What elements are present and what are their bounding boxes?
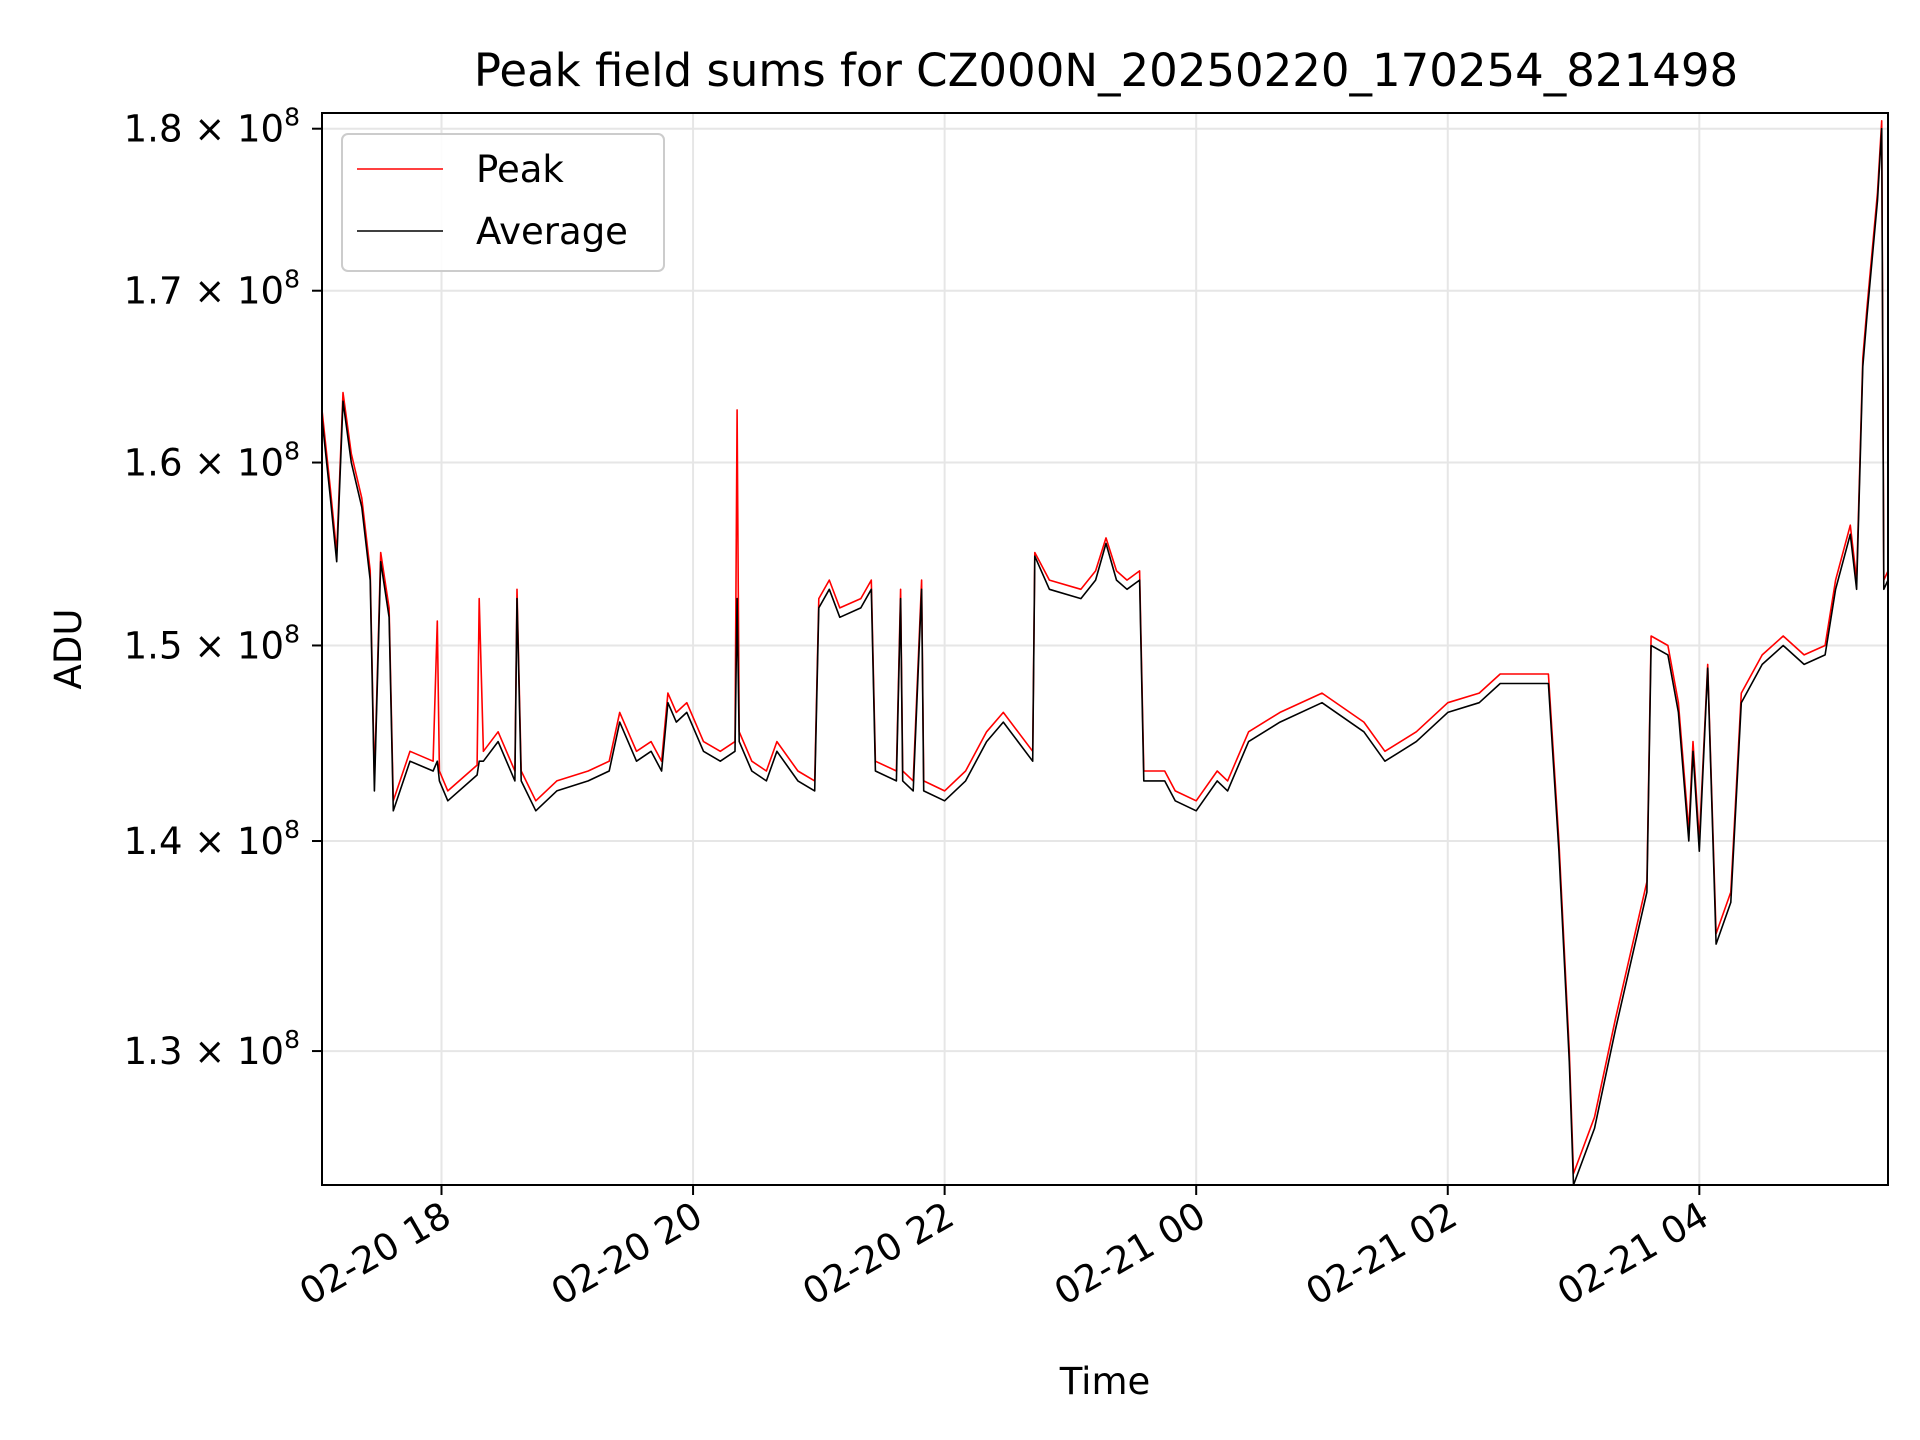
chart-title: Peak field sums for CZ000N_20250220_1702… xyxy=(474,44,1738,97)
legend-label-average: Average xyxy=(476,210,628,253)
y-axis-ticks: 1.3 × 108 1.4 × 108 1.5 × 108 1.6 × 108 1.7 … xyxy=(124,103,322,1073)
y-tick-label: 1.4 × 108 xyxy=(124,815,300,863)
series-line-average xyxy=(321,127,1889,1186)
y-tick-label: 1.7 × 108 xyxy=(124,265,300,313)
grid-lines xyxy=(322,113,1888,1185)
y-tick-label: 1.6 × 108 xyxy=(124,437,300,485)
legend-label-peak: Peak xyxy=(476,148,564,191)
y-tick-label: 1.8 × 108 xyxy=(124,103,300,151)
y-axis-label: ADU xyxy=(47,609,90,690)
y-tick-label: 1.5 × 108 xyxy=(124,619,300,667)
legend: Peak Average xyxy=(341,133,665,272)
y-tick-label: 1.3 × 108 xyxy=(124,1025,300,1073)
series-lines xyxy=(321,120,1889,1186)
plot-frame xyxy=(321,112,1889,1186)
x-axis-label: Time xyxy=(1059,1360,1151,1403)
